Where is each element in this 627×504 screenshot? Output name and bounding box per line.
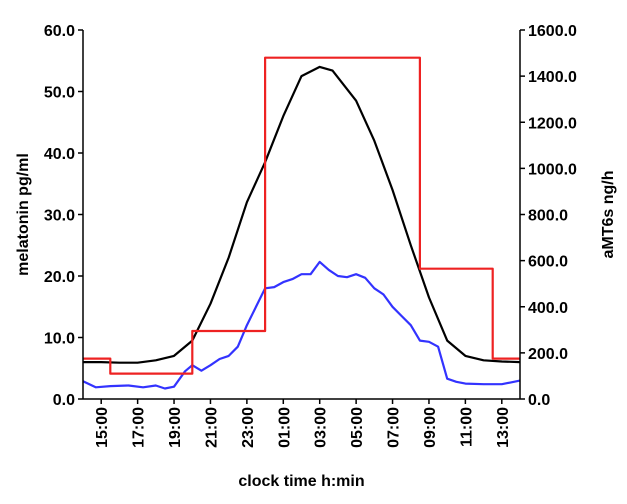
x-tick-label: 03:00 [313, 407, 330, 448]
y-right-tick-label: 1000.0 [528, 161, 577, 178]
x-tick-label: 05:00 [349, 407, 366, 448]
x-tick-label: 09:00 [422, 407, 439, 448]
y-left-tick-label: 10.0 [44, 331, 75, 348]
y-right-tick-label: 200.0 [528, 346, 568, 363]
series-line-1 [83, 65, 521, 364]
y-right-tick-label: 600.0 [528, 254, 568, 271]
x-tick-label: 01:00 [276, 407, 293, 448]
y-left-tick-label: 50.0 [44, 85, 75, 102]
y-right-tick-label: 0.0 [528, 392, 550, 409]
x-tick-label: 17:00 [131, 407, 148, 448]
y-left-tick-label: 40.0 [44, 146, 75, 163]
axes-layer [78, 29, 525, 404]
x-axis-title: clock time h:min [238, 473, 364, 490]
x-tick-label: 19:00 [167, 407, 184, 448]
tick-labels-layer: 0.0 10.0 20.0 30.0 40.0 50.0 60.0 0.0 200.0 400.0… [44, 23, 577, 448]
y-left-tick-label: 20.0 [44, 269, 75, 286]
x-tick-label: 11:00 [458, 407, 475, 447]
x-tick-label: 15:00 [94, 407, 111, 448]
y-left-axis-title: melatonin pg/ml [15, 153, 32, 276]
series-line-2 [82, 260, 521, 390]
y-right-tick-label: 1400.0 [528, 69, 577, 86]
x-tick-label: 07:00 [386, 407, 403, 448]
x-tick-label: 13:00 [495, 407, 512, 448]
series-line-3 [83, 56, 520, 375]
y-left-tick-label: 0.0 [53, 392, 75, 409]
y-right-tick-label: 400.0 [528, 300, 568, 317]
y-right-axis-title: aMT6s ng/h [600, 170, 617, 258]
y-left-tick-label: 60.0 [44, 23, 75, 40]
data-series-layer [82, 56, 521, 390]
x-tick-label: 21:00 [203, 407, 220, 448]
y-right-tick-label: 800.0 [528, 208, 568, 225]
y-right-tick-label: 1200.0 [528, 115, 577, 132]
x-tick-label: 23:00 [240, 407, 257, 448]
y-left-tick-label: 30.0 [44, 208, 75, 225]
y-right-tick-label: 1600.0 [528, 23, 577, 40]
